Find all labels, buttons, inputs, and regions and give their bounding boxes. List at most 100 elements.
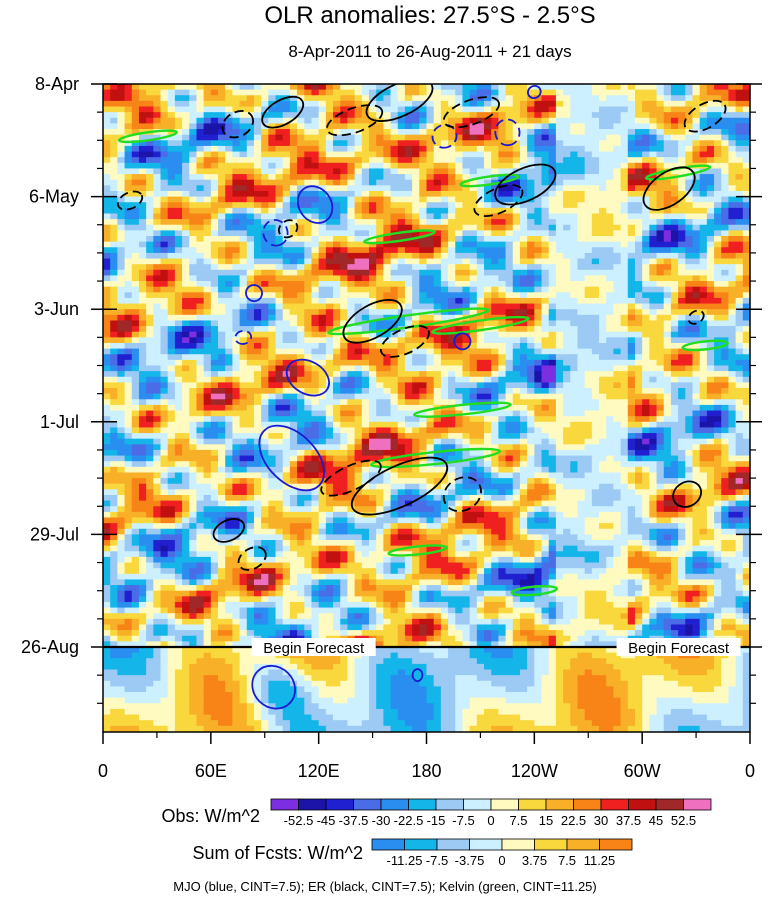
heat-cell	[376, 258, 384, 265]
heat-cell	[347, 297, 356, 305]
heat-cell	[383, 207, 392, 215]
heat-cell	[225, 303, 233, 310]
heat-cell	[462, 140, 471, 147]
heat-cell	[124, 382, 133, 389]
heat-cell	[261, 112, 269, 119]
heat-cell	[246, 230, 255, 237]
heat-cell	[397, 337, 406, 344]
heat-cell	[606, 371, 615, 378]
heat-cell	[685, 145, 694, 153]
heat-cell	[167, 151, 176, 158]
heat-cell	[318, 342, 327, 350]
heat-cell	[570, 309, 579, 316]
heat-cell	[289, 190, 298, 198]
heat-cell	[433, 202, 442, 209]
heat-cell	[182, 100, 190, 108]
heat-cell	[167, 207, 176, 215]
heat-cell	[117, 89, 126, 96]
heat-cell	[512, 331, 521, 338]
heat-cell	[390, 89, 399, 96]
heat-cell	[548, 359, 557, 367]
heat-cell	[210, 95, 219, 102]
heat-cell	[297, 213, 305, 220]
heat-cell	[440, 309, 449, 316]
heat-cell	[685, 174, 694, 181]
heat-cell	[275, 331, 284, 338]
heat-cell	[153, 292, 162, 299]
heat-cell	[275, 106, 284, 113]
heat-cell	[311, 275, 320, 282]
heat-cell	[189, 151, 198, 158]
heat-cell	[634, 145, 643, 153]
heat-cell	[721, 95, 730, 102]
heat-cell	[440, 236, 449, 243]
heat-cell	[124, 179, 133, 186]
heat-cell	[577, 207, 586, 215]
heat-cell	[498, 230, 507, 237]
heat-cell	[103, 269, 111, 277]
heat-cell	[448, 140, 456, 147]
heat-cell	[541, 309, 550, 316]
heat-cell	[563, 106, 571, 113]
heat-cell	[196, 190, 205, 198]
heat-cell	[196, 264, 205, 271]
heat-cell	[469, 320, 478, 327]
heat-cell	[347, 190, 356, 198]
heat-cell	[376, 241, 384, 248]
heat-cell	[376, 123, 384, 130]
heat-cell	[714, 382, 722, 389]
heat-cell	[469, 252, 478, 260]
heat-cell	[498, 365, 507, 372]
heat-cell	[124, 140, 133, 147]
heat-cell	[512, 348, 521, 355]
heat-cell	[555, 388, 564, 395]
heat-cell	[174, 117, 183, 125]
heat-cell	[440, 365, 449, 372]
heat-cell	[333, 123, 341, 130]
heat-cell	[160, 252, 169, 260]
heat-cell	[368, 247, 377, 254]
heat-cell	[591, 258, 600, 265]
heat-cell	[196, 252, 205, 260]
heat-cell	[182, 185, 190, 192]
heat-cell	[519, 168, 528, 175]
heat-cell	[656, 219, 665, 226]
heat-cell	[275, 196, 284, 203]
heat-cell	[218, 162, 226, 170]
heat-cell	[491, 224, 499, 231]
heat-cell	[297, 309, 305, 316]
heat-cell	[469, 95, 478, 102]
heat-cell	[448, 264, 456, 271]
heat-cell	[304, 95, 313, 102]
heat-cell	[210, 185, 219, 192]
heat-cell	[742, 123, 750, 130]
heat-cell	[196, 309, 205, 316]
heat-cell	[613, 348, 622, 355]
heat-cell	[656, 303, 665, 310]
heat-cell	[591, 129, 600, 136]
heat-cell	[397, 275, 406, 282]
heat-cell	[606, 213, 615, 220]
heat-cell	[318, 157, 327, 164]
heat-cell	[577, 213, 586, 220]
heat-cell	[462, 348, 471, 355]
heat-cell	[340, 179, 349, 186]
heat-cell	[448, 162, 456, 170]
heat-cell	[261, 241, 269, 248]
heat-cell	[491, 382, 499, 389]
heat-cell	[512, 89, 521, 96]
heat-cell	[196, 382, 205, 389]
heat-cell	[167, 224, 176, 231]
heat-cell	[455, 286, 464, 293]
heat-cell	[706, 326, 715, 333]
heat-cell	[340, 230, 349, 237]
heat-cell	[534, 292, 543, 299]
heat-cell	[383, 342, 392, 350]
heat-cell	[297, 236, 305, 243]
heat-cell	[297, 275, 305, 282]
heat-cell	[541, 196, 550, 203]
heat-cell	[189, 342, 198, 350]
heat-cell	[268, 84, 277, 91]
heat-cell	[519, 145, 528, 153]
heat-cell	[397, 376, 406, 383]
